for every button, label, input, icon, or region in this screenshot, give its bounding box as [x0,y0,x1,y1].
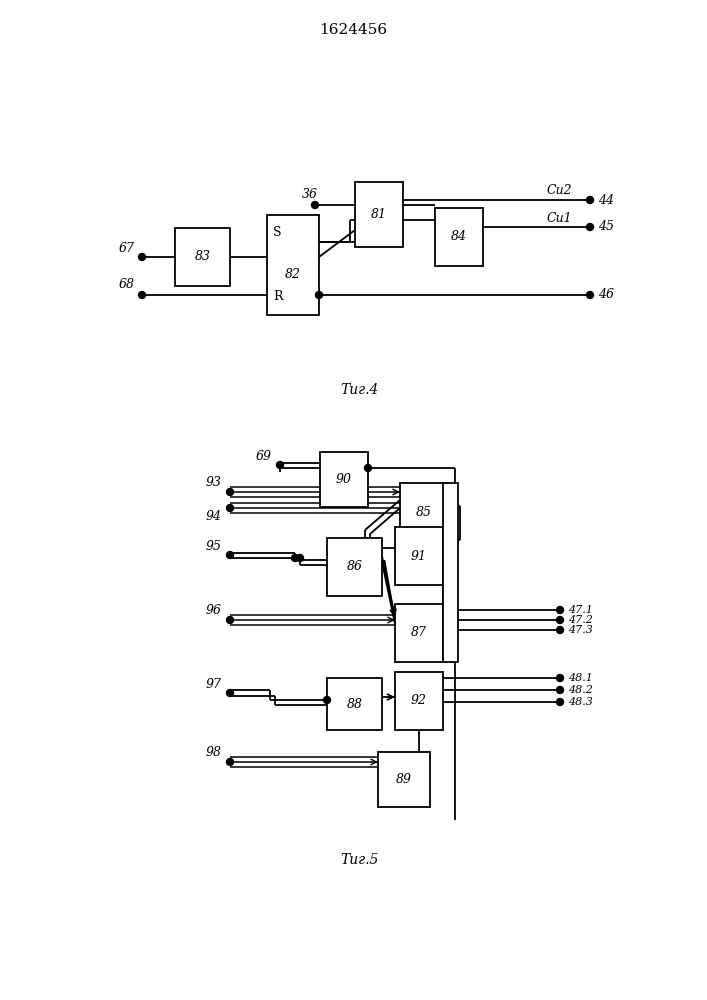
Text: 48.3: 48.3 [568,697,593,707]
Text: 84: 84 [451,231,467,243]
Bar [320,452,368,507]
Circle shape [139,292,146,298]
Bar [395,604,443,662]
Circle shape [587,224,593,231]
Text: 87: 87 [411,626,427,640]
Text: 81: 81 [371,208,387,221]
Circle shape [324,696,330,704]
Text: 85: 85 [416,506,432,518]
Text: 67: 67 [119,241,135,254]
Circle shape [556,626,563,634]
Text: 83: 83 [194,250,211,263]
Circle shape [587,196,593,204]
Text: 88: 88 [346,698,363,710]
Text: S: S [273,227,281,239]
Circle shape [226,552,233,558]
Bar [400,483,448,541]
Text: 46: 46 [598,288,614,302]
Circle shape [139,253,146,260]
Circle shape [556,698,563,706]
Circle shape [296,554,303,562]
Circle shape [276,462,284,468]
Text: 47.2: 47.2 [568,615,593,625]
Text: Cu2: Cu2 [547,184,572,198]
Text: 68: 68 [119,278,135,292]
Text: 89: 89 [396,773,412,786]
Text: 1624456: 1624456 [319,23,387,37]
Text: 94: 94 [206,510,222,524]
Circle shape [226,488,233,495]
Bar [267,215,319,315]
Text: Τиг.5: Τиг.5 [341,853,379,867]
Text: 82: 82 [285,268,301,282]
Text: 47.1: 47.1 [568,605,593,615]
Bar [378,752,430,807]
Text: 69: 69 [256,450,272,462]
Circle shape [556,674,563,682]
Text: 97: 97 [206,678,222,690]
Circle shape [365,464,371,472]
Circle shape [226,758,233,766]
Bar [395,672,443,730]
Text: 90: 90 [336,473,352,486]
Text: Τиг.4: Τиг.4 [341,383,379,397]
Bar [395,527,443,585]
Circle shape [315,292,322,298]
Text: R: R [273,290,283,304]
Text: 93: 93 [206,477,222,489]
Bar [327,678,382,730]
Text: 44: 44 [598,194,614,207]
Text: 47.3: 47.3 [568,625,593,635]
Bar [327,538,382,596]
Text: 98: 98 [206,746,222,760]
Text: 95: 95 [206,540,222,552]
Circle shape [556,686,563,694]
Circle shape [312,202,318,209]
Bar [175,228,230,286]
Text: 92: 92 [411,694,427,708]
Text: 36: 36 [302,188,318,202]
Text: 45: 45 [598,221,614,233]
Text: 91: 91 [411,550,427,562]
Bar [355,182,403,247]
Text: 86: 86 [346,560,363,574]
Circle shape [226,616,233,624]
Bar [443,483,458,662]
Circle shape [226,690,233,696]
Bar [435,208,483,266]
Text: 48.1: 48.1 [568,673,593,683]
Circle shape [291,554,298,562]
Text: 96: 96 [206,604,222,617]
Circle shape [587,292,593,298]
Text: 48.2: 48.2 [568,685,593,695]
Circle shape [556,616,563,624]
Text: Cu1: Cu1 [547,212,572,225]
Circle shape [556,606,563,613]
Circle shape [226,504,233,512]
